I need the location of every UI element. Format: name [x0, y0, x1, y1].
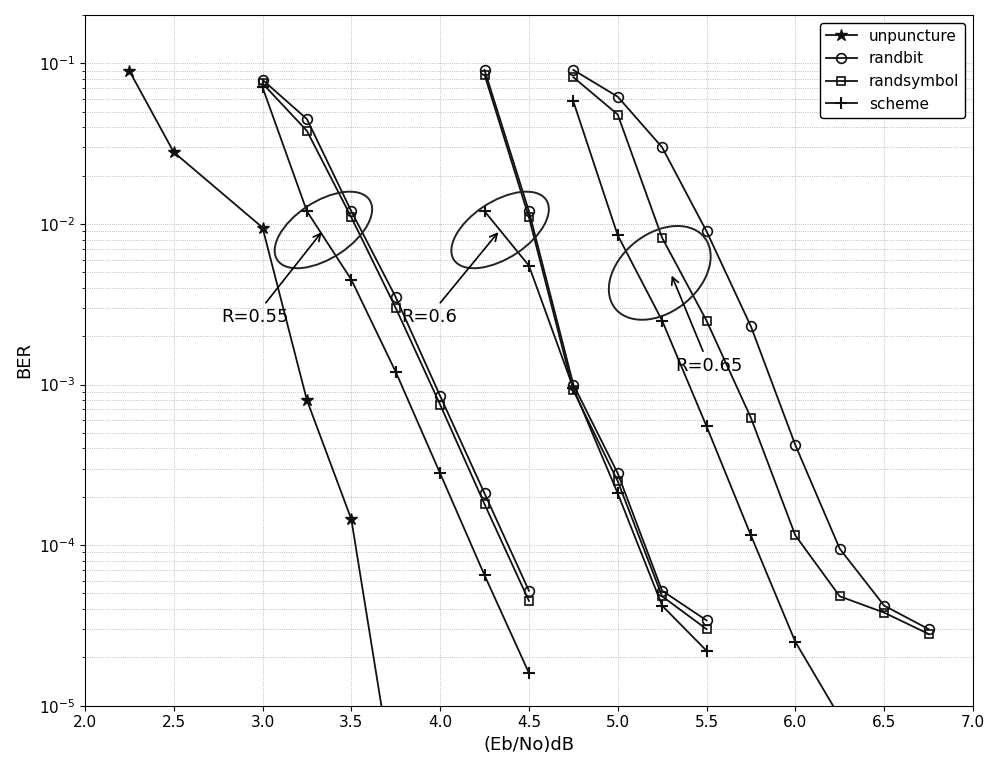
- unpuncture: [301, 395, 313, 404]
- Y-axis label: BER: BER: [15, 342, 33, 378]
- randbit: [257, 75, 269, 85]
- randsymbol: [523, 596, 535, 605]
- randbit: [345, 207, 357, 216]
- randbit: [479, 489, 491, 498]
- scheme: [345, 275, 357, 285]
- unpuncture: [168, 148, 180, 157]
- unpuncture: [123, 66, 135, 75]
- randsymbol: [345, 213, 357, 222]
- scheme: [434, 468, 446, 478]
- randsymbol: [479, 500, 491, 509]
- scheme: [257, 82, 269, 92]
- Text: R=0.6: R=0.6: [401, 234, 497, 326]
- Line: randsymbol: randsymbol: [258, 79, 533, 605]
- randsymbol: [434, 400, 446, 409]
- scheme: [390, 368, 402, 377]
- randbit: [301, 115, 313, 124]
- randsymbol: [390, 303, 402, 312]
- scheme: [479, 571, 491, 580]
- Line: scheme: scheme: [257, 82, 534, 678]
- Text: R=0.65: R=0.65: [672, 277, 743, 375]
- Line: randbit: randbit: [258, 75, 534, 596]
- randbit: [523, 586, 535, 595]
- unpuncture: [345, 514, 357, 524]
- Legend: unpuncture, randbit, randsymbol, scheme: unpuncture, randbit, randsymbol, scheme: [820, 22, 965, 118]
- X-axis label: (Eb/No)dB: (Eb/No)dB: [483, 736, 574, 754]
- Text: R=0.55: R=0.55: [221, 234, 321, 326]
- randsymbol: [301, 126, 313, 135]
- scheme: [523, 668, 535, 677]
- randbit: [434, 391, 446, 401]
- Line: unpuncture: unpuncture: [123, 65, 402, 769]
- randbit: [390, 292, 402, 301]
- randsymbol: [257, 78, 269, 88]
- unpuncture: [257, 223, 269, 232]
- scheme: [301, 207, 313, 216]
